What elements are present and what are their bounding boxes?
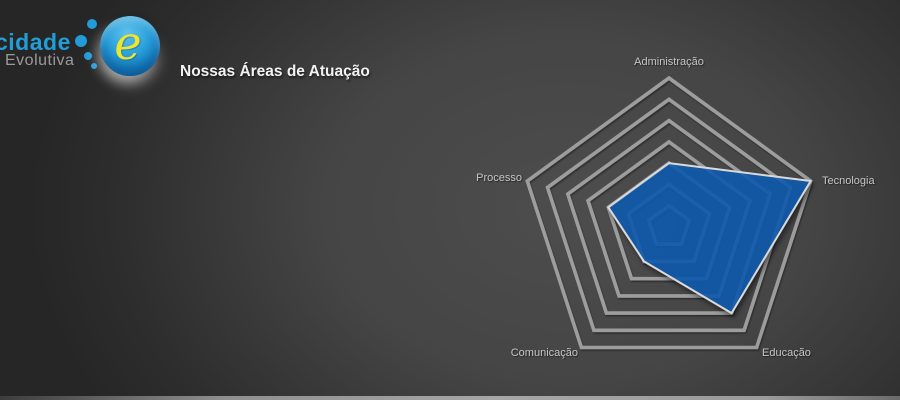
logo-wordmark: cidade	[0, 29, 71, 55]
bottom-edge-strip	[0, 396, 900, 400]
logo-dot-icon	[87, 19, 97, 29]
logo-dot-icon	[75, 35, 87, 47]
axis-label-tecnologia: Tecnologia	[822, 175, 875, 187]
radar-grid-ring-6	[545, 97, 793, 333]
logo-subtitle: Evolutiva	[5, 52, 75, 69]
logo-e-monogram: e	[114, 16, 142, 70]
radar-series-polygon	[607, 162, 812, 315]
logo: cidade Evolutiva e	[0, 0, 180, 100]
logo-dot-icon	[91, 63, 97, 69]
axis-label-administracao: Administração	[634, 56, 704, 68]
axis-label-processo: Processo	[476, 172, 522, 184]
axis-label-educacao: Educação	[762, 347, 811, 359]
logo-dot-icon	[84, 52, 92, 60]
logo-orb-icon: e	[100, 16, 160, 76]
page-title: Nossas Áreas de Atuação	[180, 63, 370, 80]
radar-grid-ring-7	[525, 75, 813, 350]
axis-label-comunicacao: Comunicação	[510, 347, 578, 359]
